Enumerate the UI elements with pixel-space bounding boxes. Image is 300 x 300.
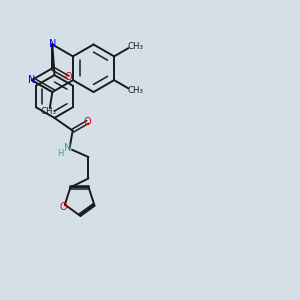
Text: CH₃: CH₃ — [40, 107, 56, 116]
Text: CH₃: CH₃ — [128, 42, 143, 51]
Text: O: O — [84, 117, 92, 127]
Text: H: H — [58, 149, 64, 158]
Text: O: O — [64, 73, 72, 82]
Text: N: N — [28, 75, 35, 85]
Text: N: N — [49, 40, 56, 50]
Text: O: O — [60, 202, 68, 212]
Text: N: N — [64, 143, 71, 153]
Text: CH₃: CH₃ — [128, 85, 143, 94]
